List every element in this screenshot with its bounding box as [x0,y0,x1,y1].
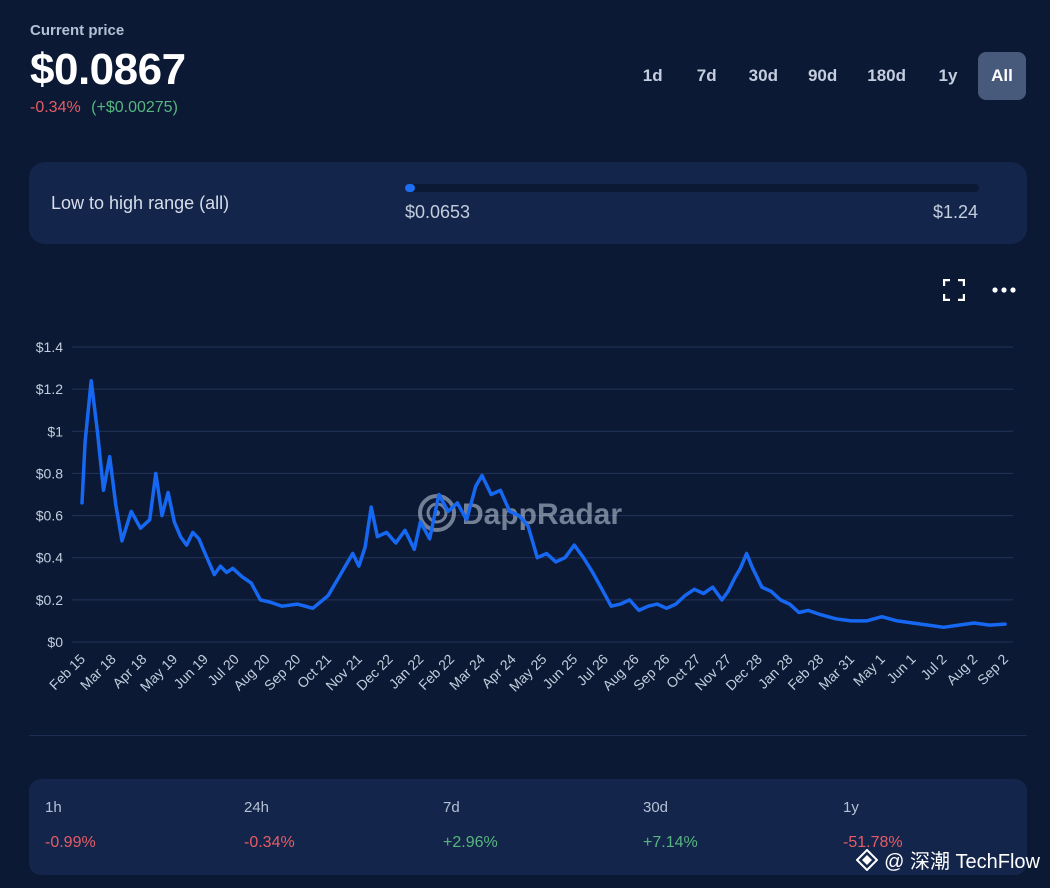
watermark-text: DappRadar [462,498,622,531]
x-tick-label: Mar 24 [446,651,488,693]
stat-value: -0.99% [45,834,96,851]
source-watermark: @ 深潮 TechFlow [856,845,1040,874]
watermark-text: @ 深潮 TechFlow [884,851,1040,873]
stat-label: 1h [45,799,62,816]
y-tick-label: $1 [47,423,63,439]
range-track [405,184,979,192]
x-tick-label: Sep 2 [974,651,1011,688]
diamond-logo-icon [856,848,879,871]
stat-label: 30d [643,799,669,816]
fullscreen-icon[interactable] [942,278,966,302]
stat-value: -51.78% [843,834,903,851]
range-card: Low to high range (all) $0.0653 $1.24 [29,162,1027,244]
price-line [80,378,1007,630]
y-tick-label: $1.4 [36,339,63,355]
y-tick-label: $0 [47,634,63,650]
price-change-row: -0.34% (+$0.00275) [30,99,186,117]
price-header: Current price $0.0867 -0.34% (+$0.00275) [30,22,186,117]
timeframe-tabs: 1d 7d 30d 90d 180d 1y All [629,52,1026,100]
x-tick-label: May 1 [850,651,888,689]
price-change-stats: 1h -0.99% 24h -0.34% 7d +2.96% 30d +7.14% 1y -51.… [29,779,1027,875]
tab-180d[interactable]: 180d [867,66,906,85]
stat-label: 24h [244,799,270,816]
stat-7d: 7d +2.96% [443,799,498,852]
stat-label: 7d [443,799,460,816]
tab-all[interactable]: All [978,52,1026,100]
stat-value: -0.34% [244,834,295,851]
y-tick-label: $0.6 [36,508,63,524]
range-title: Low to high range (all) [51,193,230,213]
price-change-percent: -0.34% [30,99,81,116]
x-tick-label: Aug 2 [943,651,980,688]
tab-7d[interactable]: 7d [696,66,717,85]
current-price-value: $0.0867 [30,45,186,94]
range-low-value: $0.0653 [405,202,471,222]
x-tick-label: Mar 18 [77,651,119,693]
y-tick-label: $0.8 [36,465,63,481]
chart-watermark: DappRadar [418,494,622,532]
y-tick-label: $0.4 [36,550,63,566]
price-chart: DappRadar $0 $0.2 $0.4 $0.6 $0.8 $1 $1.2 $1.4 F… [36,339,1013,695]
x-tick-label: Jun 19 [170,651,211,692]
stat-30d: 30d +7.14% [643,799,698,852]
stat-label: 1y [843,799,859,816]
more-horizontal-icon[interactable] [992,278,1016,302]
stat-1h: 1h -0.99% [45,799,96,852]
stat-value: +7.14% [643,834,698,851]
y-tick-label: $1.2 [36,381,63,397]
x-tick-label: Jun 25 [539,651,580,692]
stat-value: +2.96% [443,834,498,851]
chart-grid [72,346,1013,643]
y-tick-label: $0.2 [36,592,63,608]
current-price-label: Current price [30,22,125,39]
tab-1y[interactable]: 1y [938,66,958,85]
y-axis: $0 $0.2 $0.4 $0.6 $0.8 $1 $1.2 $1.4 [36,339,63,650]
stat-1y: 1y -51.78% [843,799,903,852]
price-change-absolute: (+$0.00275) [91,99,178,116]
stat-24h: 24h -0.34% [244,799,295,852]
range-indicator [405,184,416,192]
chart-toolbar [942,278,1016,302]
range-high-value: $1.24 [932,202,978,222]
x-tick-label: Jun 1 [883,651,919,687]
tab-90d[interactable]: 90d [807,66,838,85]
section-divider [29,735,1027,736]
tab-1d[interactable]: 1d [642,66,663,85]
tab-30d[interactable]: 30d [748,66,778,85]
x-tick-label: Mar 31 [815,651,857,693]
